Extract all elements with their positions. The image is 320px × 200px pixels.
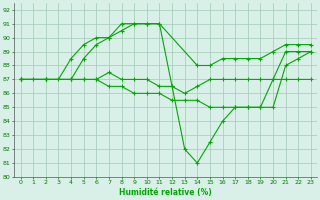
X-axis label: Humidité relative (%): Humidité relative (%) <box>119 188 212 197</box>
